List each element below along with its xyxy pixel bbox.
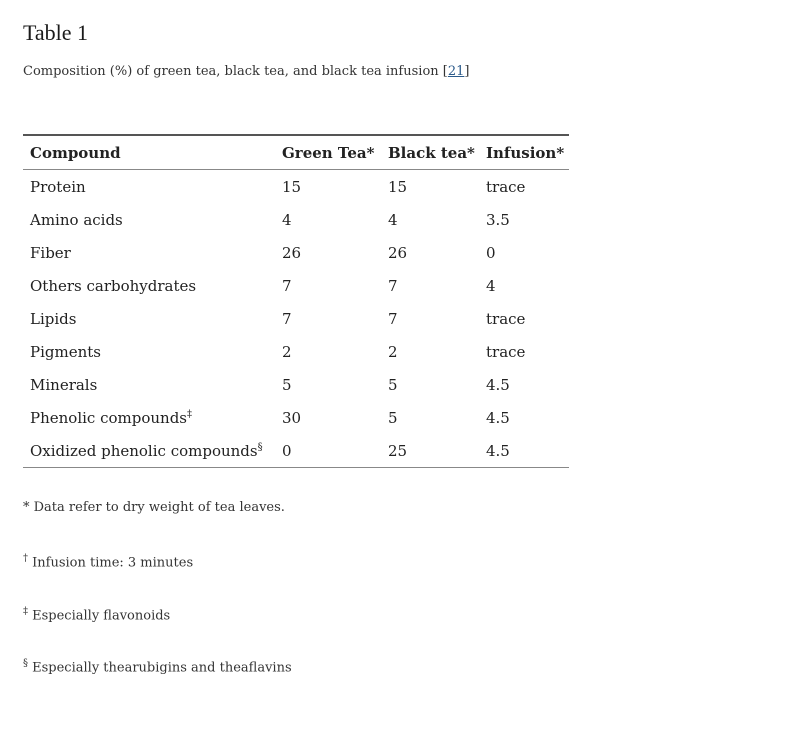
compound-name: Lipids [30, 309, 77, 328]
compound-cell: Lipids [23, 302, 275, 335]
footnote-text: Especially thearubigins and theaflavins [28, 660, 292, 676]
table-title: Table 1 [23, 20, 89, 45]
table-row: Protein 15 15 trace [23, 170, 569, 204]
footnote-mark: § [23, 658, 28, 669]
black-tea-cell: 15 [388, 177, 408, 196]
black-tea-cell: 7 [388, 309, 398, 328]
footnote: ‡ Especially flavonoids [23, 606, 170, 623]
infusion-cell: trace [486, 177, 526, 196]
footnote-mark: † [23, 553, 28, 564]
compound-name: Oxidized phenolic compounds [30, 441, 258, 460]
compound-name: Phenolic compounds [30, 408, 187, 427]
infusion-cell: 3.5 [486, 210, 510, 229]
black-tea-cell: 26 [388, 243, 408, 262]
footnote-text: Infusion time: 3 minutes [28, 555, 194, 571]
compound-name: Minerals [30, 375, 98, 394]
black-tea-cell: 5 [388, 408, 398, 427]
table-row: Oxidized phenolic compounds§ 0 25 4.5 [23, 434, 569, 468]
compound-name: Others carbohydrates [30, 276, 197, 295]
header-compound: Compound [30, 143, 121, 162]
footnote-mark: § [257, 441, 263, 453]
footnote-mark: * [23, 500, 30, 515]
infusion-cell: trace [486, 309, 526, 328]
compound-cell: Fiber [23, 236, 275, 269]
green-tea-cell: 4 [282, 210, 292, 229]
infusion-cell: 4.5 [486, 441, 510, 460]
table-row: Minerals 5 5 4.5 [23, 368, 569, 401]
table-row: Phenolic compounds‡ 30 5 4.5 [23, 401, 569, 434]
footnote-text: Data refer to dry weight of tea leaves. [29, 500, 285, 515]
composition-table: Compound Green Tea* Black tea* Infusion*… [23, 134, 569, 468]
compound-cell: Minerals [23, 368, 275, 401]
compound-cell: Pigments [23, 335, 275, 368]
green-tea-cell: 2 [282, 342, 292, 361]
black-tea-cell: 5 [388, 375, 398, 394]
header-black-tea: Black tea* [388, 143, 475, 162]
footnote-text: Especially flavonoids [28, 608, 171, 624]
infusion-cell: trace [486, 342, 526, 361]
infusion-cell: 4.5 [486, 408, 510, 427]
footnote-mark: ‡ [23, 606, 28, 617]
footnote: † Infusion time: 3 minutes [23, 553, 193, 570]
compound-cell: Amino acids [23, 203, 275, 236]
green-tea-cell: 7 [282, 309, 292, 328]
footnote: * Data refer to dry weight of tea leaves… [23, 500, 285, 515]
black-tea-cell: 7 [388, 276, 398, 295]
infusion-cell: 0 [486, 243, 496, 262]
footnote-mark: ‡ [187, 408, 192, 420]
header-infusion: Infusion* [486, 143, 565, 162]
table-caption: Composition (%) of green tea, black tea,… [23, 64, 469, 79]
green-tea-cell: 0 [282, 441, 292, 460]
table-row: Fiber 26 26 0 [23, 236, 569, 269]
table-row: Pigments 2 2 trace [23, 335, 569, 368]
compound-name: Pigments [30, 342, 101, 361]
footnote: § Especially thearubigins and theaflavin… [23, 658, 292, 675]
caption-end: ] [464, 64, 470, 79]
black-tea-cell: 2 [388, 342, 398, 361]
compound-cell: Protein [23, 170, 275, 204]
compound-name: Amino acids [30, 210, 123, 229]
black-tea-cell: 25 [388, 441, 408, 460]
green-tea-cell: 5 [282, 375, 292, 394]
compound-name: Fiber [30, 243, 71, 262]
table-row: Amino acids 4 4 3.5 [23, 203, 569, 236]
compound-cell: Others carbohydrates [23, 269, 275, 302]
header-row: Compound Green Tea* Black tea* Infusion* [23, 135, 569, 170]
infusion-cell: 4 [486, 276, 496, 295]
green-tea-cell: 26 [282, 243, 302, 262]
header-green-tea: Green Tea* [282, 143, 375, 162]
green-tea-cell: 7 [282, 276, 292, 295]
black-tea-cell: 4 [388, 210, 398, 229]
caption-text: Composition (%) of green tea, black tea,… [23, 64, 448, 79]
green-tea-cell: 15 [282, 177, 302, 196]
compound-cell: Phenolic compounds‡ [23, 401, 275, 434]
compound-cell: Oxidized phenolic compounds§ [23, 434, 275, 468]
table-row: Lipids 7 7 trace [23, 302, 569, 335]
reference-link[interactable]: 21 [447, 64, 465, 79]
green-tea-cell: 30 [282, 408, 302, 427]
compound-name: Protein [30, 177, 86, 196]
infusion-cell: 4.5 [486, 375, 510, 394]
table-row: Others carbohydrates 7 7 4 [23, 269, 569, 302]
